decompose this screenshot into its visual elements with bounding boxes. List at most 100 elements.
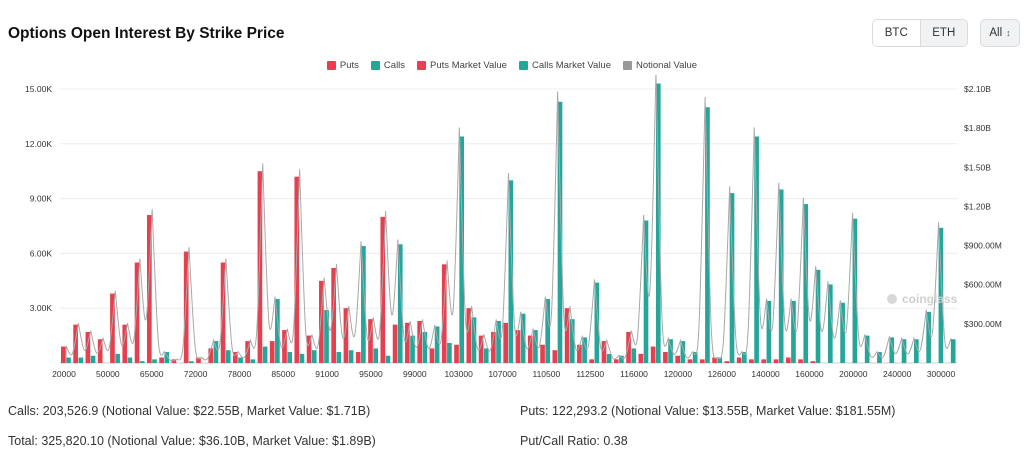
calls-bar [250, 359, 256, 363]
x-tick-label: 95000 [359, 369, 383, 379]
puts-bar [97, 339, 103, 363]
y-right-tick-label: $1.20B [964, 201, 991, 211]
y-left-tick-label: 12.00K [25, 139, 52, 149]
watermark-icon [887, 294, 897, 304]
calls-bar [66, 357, 71, 363]
puts-bar [515, 330, 521, 363]
puts-bar [319, 280, 324, 363]
puts-bar [613, 359, 619, 363]
calls-bar [213, 341, 219, 363]
puts-bar [761, 359, 767, 363]
legend-puts-market-value[interactable]: Puts Market Value [417, 60, 507, 71]
legend-calls-market-value[interactable]: Calls Market Value [518, 60, 611, 71]
legend-label: Notional Value [636, 60, 698, 71]
calls-bar [275, 299, 280, 363]
calls-bar [533, 330, 538, 363]
calls-bar [877, 352, 882, 363]
calls-bar [692, 352, 698, 363]
put-call-ratio: Put/Call Ratio: 0.38 [520, 434, 628, 448]
calls-bar [754, 136, 759, 363]
calls-bar [582, 337, 587, 363]
page-title: Options Open Interest By Strike Price [8, 25, 285, 42]
calls-bar [373, 348, 379, 363]
calls-bar [889, 337, 895, 363]
legend-puts[interactable]: Puts [326, 60, 359, 71]
calls-bar [225, 350, 231, 363]
puts-bar [429, 348, 435, 363]
calls-bar [336, 352, 342, 363]
puts-bar [146, 215, 152, 363]
puts-bar [687, 359, 693, 363]
legend-label: Puts Market Value [430, 60, 507, 71]
calls-bar [139, 361, 145, 363]
notional-value-line [65, 75, 952, 363]
legend-label: Calls [383, 60, 406, 71]
legend-swatch-icon [518, 61, 528, 70]
calls-bar [447, 342, 452, 363]
x-tick-label: 103000 [444, 369, 473, 379]
calls-bar [164, 352, 170, 363]
calls-bar [569, 319, 575, 363]
legend-calls[interactable]: Calls [370, 60, 406, 71]
legend-label: Puts [339, 60, 359, 71]
calls-bar [741, 352, 747, 363]
puts-bar [736, 357, 742, 363]
puts-bar [552, 350, 558, 363]
calls-bar [680, 341, 686, 363]
calls-bar [643, 220, 649, 363]
puts-bar [417, 320, 422, 363]
puts-bar [564, 308, 570, 363]
puts-bar [60, 346, 66, 363]
puts-bar [134, 262, 140, 363]
calls-bar [471, 317, 477, 363]
calls-bar [348, 350, 354, 363]
legend-swatch-icon [417, 61, 427, 70]
tab-btc[interactable]: BTC [873, 20, 921, 46]
calls-bar [655, 83, 661, 364]
calls-bar [262, 346, 268, 363]
y-left-tick-label: 6.00K [30, 248, 53, 258]
puts-summary: Puts: 122,293.2 (Notional Value: $13.55B… [520, 404, 896, 418]
calls-bar [606, 353, 612, 363]
calls-bar [717, 357, 723, 363]
calls-bar [287, 352, 292, 363]
calls-bar [410, 335, 415, 363]
y-left-tick-label: 9.00K [30, 194, 53, 204]
y-right-tick-label: $1.80B [964, 123, 991, 133]
legend-notional-value[interactable]: Notional Value [623, 60, 697, 71]
y-right-tick-label: $900.00M [964, 241, 1002, 251]
currency-toggle[interactable]: BTC ETH [872, 19, 968, 47]
calls-bar [311, 350, 317, 363]
expiry-select[interactable]: All ↕ [980, 19, 1020, 47]
tab-eth[interactable]: ETH [920, 20, 967, 46]
calls-bar [729, 193, 735, 363]
calls-bar [815, 269, 821, 363]
calls-bar [299, 353, 305, 363]
chart-legend: Puts Calls Puts Market Value Calls Marke… [0, 60, 1024, 71]
x-tick-label: 200000 [839, 369, 868, 379]
y-right-tick-label: $600.00M [964, 280, 1002, 290]
puts-bar [589, 359, 595, 363]
puts-bar [724, 361, 730, 363]
puts-bar [527, 335, 533, 363]
puts-bar [601, 341, 607, 363]
x-tick-label: 65000 [140, 369, 164, 379]
puts-bar [798, 359, 803, 363]
puts-bar [503, 322, 509, 363]
calls-bar [459, 136, 465, 363]
calls-bar [852, 218, 858, 363]
calls-bar [938, 227, 944, 363]
puts-bar [331, 268, 336, 363]
puts-bar [454, 344, 459, 363]
puts-bar [441, 264, 447, 363]
updown-chevron-icon: ↕ [1006, 28, 1011, 38]
puts-bar [269, 341, 275, 363]
puts-bar [540, 344, 545, 363]
calls-bar [189, 361, 194, 363]
calls-bar [127, 357, 133, 363]
y-left-tick-label: 3.00K [30, 303, 53, 313]
x-tick-label: 300000 [927, 369, 956, 379]
puts-bar [110, 293, 115, 363]
puts-bar [208, 348, 214, 363]
calls-bar [950, 339, 956, 363]
